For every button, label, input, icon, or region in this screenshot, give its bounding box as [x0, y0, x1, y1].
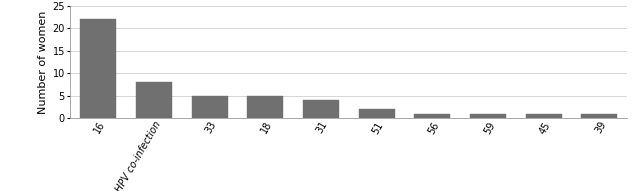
Bar	[525, 114, 562, 118]
Bar	[136, 82, 172, 118]
Bar	[303, 100, 339, 118]
Bar	[358, 109, 395, 118]
Y-axis label: Number of women: Number of women	[38, 10, 48, 114]
Bar	[80, 19, 116, 118]
Bar	[191, 96, 228, 118]
Bar	[247, 96, 284, 118]
Bar	[581, 114, 618, 118]
Bar	[414, 114, 451, 118]
Bar	[470, 114, 506, 118]
